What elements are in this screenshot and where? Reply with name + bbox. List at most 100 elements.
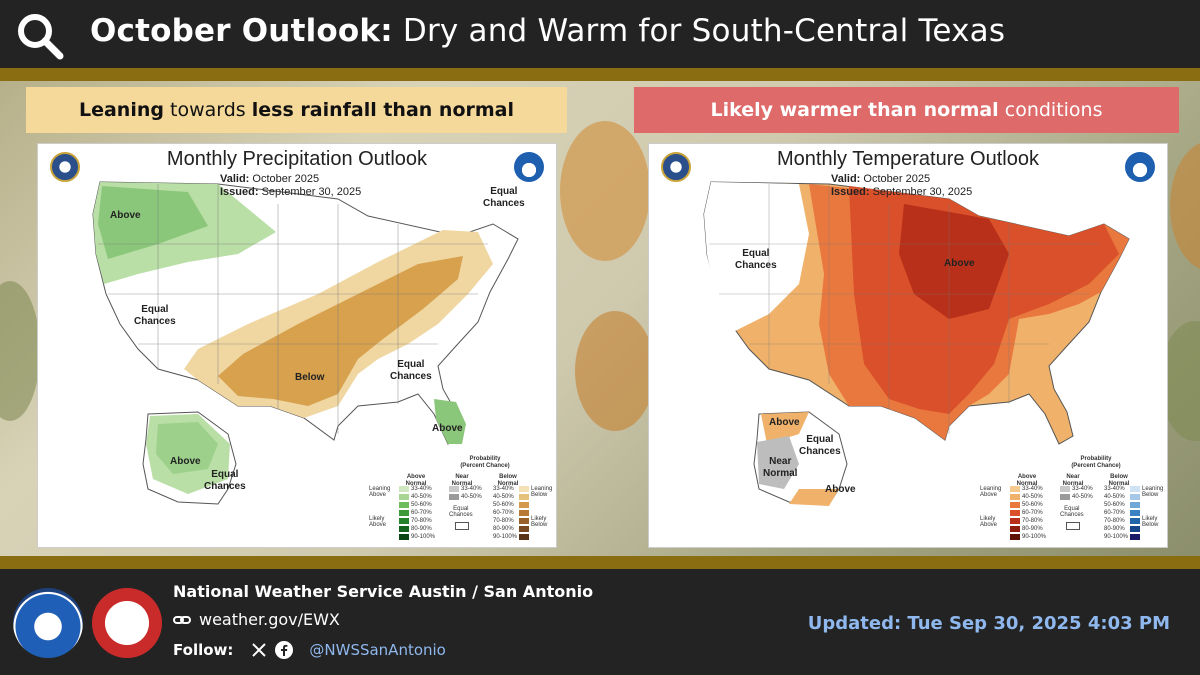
legend-likely-above: Likely Above <box>980 516 998 528</box>
precip-label-above-ak: Above <box>170 456 201 467</box>
legend-near-range-2: 40-50% <box>1072 494 1093 500</box>
precip-issued-label: Issued: <box>220 186 259 198</box>
legend-below-range-7: 90-100% <box>1104 534 1129 540</box>
legend-below-range-6: 80-90% <box>1104 526 1125 532</box>
legend-col-near: Near Normal <box>451 474 473 487</box>
temp-alaska-near <box>757 436 799 489</box>
commerce-seal-icon <box>50 152 80 182</box>
temp-banner-bold: Likely warmer than normal <box>710 99 999 121</box>
temp-label-equal-w: Equal Chances <box>735 248 777 271</box>
page-title: October Outlook: Dry and Warm for South-… <box>90 13 1005 49</box>
legend-range-2: 40-50% <box>411 494 432 500</box>
legend-range-7: 90-100% <box>411 534 436 540</box>
noaa-logo-icon <box>13 588 83 658</box>
temp-equal-west <box>704 182 809 334</box>
precip-label-equal-se: Equal Chances <box>390 359 432 382</box>
temp-map-dates: Valid: October 2025 Issued: September 30… <box>831 173 972 199</box>
temp-alaska-above-n <box>761 412 809 444</box>
temp-map-title: Monthly Temperature Outlook <box>777 148 1039 170</box>
legend-range-3: 50-60% <box>1022 502 1043 508</box>
search-icon <box>18 14 64 60</box>
precip-label-equal-w: Equal Chances <box>134 304 176 327</box>
precip-below-dark <box>218 256 463 406</box>
legend-leaning-above: Leaning Above <box>369 486 391 498</box>
legend-below-range-5: 70-80% <box>1104 518 1125 524</box>
page-title-rest: Dry and Warm for South-Central Texas <box>402 13 1006 49</box>
legend-below-range-2: 40-50% <box>1104 494 1125 500</box>
precip-banner-bold-2: less rainfall than normal <box>251 99 514 121</box>
legend-below-range-2: 40-50% <box>493 494 514 500</box>
precip-map-title: Monthly Precipitation Outlook <box>166 148 428 170</box>
link-icon <box>173 615 191 624</box>
legend-col-below: Below Normal <box>1108 474 1130 487</box>
temp-legend: Probability (Percent Chance) Above Norma… <box>976 456 1166 546</box>
legend-likely-below: Likely Below <box>1142 516 1159 528</box>
x-twitter-icon[interactable] <box>251 642 267 658</box>
legend-below-range-3: 50-60% <box>493 502 514 508</box>
precip-banner: Leaning towards less rainfall than norma… <box>26 87 567 133</box>
legend-below-range-1: 33-40% <box>493 486 514 492</box>
legend-range-6: 80-90% <box>411 526 432 532</box>
commerce-seal-icon <box>661 152 691 182</box>
legend-range-2: 40-50% <box>1022 494 1043 500</box>
temp-outlook-map: Monthly Temperature Outlook Valid: Octob… <box>648 143 1168 548</box>
legend-range-3: 50-60% <box>411 502 432 508</box>
temp-label-above-ak-s: Above <box>825 484 856 495</box>
legend-range-4: 60-70% <box>411 510 432 516</box>
social-handle[interactable]: @NWSSanAntonio <box>309 641 446 659</box>
legend-range-6: 80-90% <box>1022 526 1043 532</box>
office-name: National Weather Service Austin / San An… <box>173 582 594 601</box>
precip-label-equal-ak: Equal Chances <box>204 469 246 492</box>
temp-label-above-mw: Above <box>944 258 975 269</box>
temp-banner-text: conditions <box>998 99 1103 121</box>
temp-valid-value: October 2025 <box>863 173 931 185</box>
legend-below-range-6: 80-90% <box>493 526 514 532</box>
precip-map-graphic <box>92 181 519 505</box>
facebook-icon[interactable] <box>275 641 294 659</box>
precip-outlook-map: Monthly Precipitation Outlook Valid: Oct… <box>37 143 557 548</box>
legend-range-7: 90-100% <box>1022 534 1047 540</box>
precip-label-above-fl: Above <box>432 423 463 434</box>
precip-banner-bold-1: Leaning <box>78 99 164 121</box>
legend-range-5: 70-80% <box>411 518 432 524</box>
legend-near-range-1: 33-40% <box>461 486 482 492</box>
temp-banner: Likely warmer than normal conditions <box>634 87 1179 133</box>
precip-label-above-nw: Above <box>110 210 141 221</box>
legend-below-range-4: 60-70% <box>1104 510 1125 516</box>
precip-above-nw-core <box>98 186 208 259</box>
precip-above-ak-core <box>156 422 218 474</box>
temp-label-above-ak-n: Above <box>769 417 800 428</box>
website-text[interactable]: weather.gov/EWX <box>199 610 340 629</box>
legend-range-4: 60-70% <box>1022 510 1043 516</box>
legend-near-range-2: 40-50% <box>461 494 482 500</box>
nws-logo-icon <box>92 588 162 658</box>
legend-col-above: Above Normal <box>1016 474 1038 487</box>
temp-label-near-ak: Near Normal <box>763 456 798 479</box>
precip-label-below: Below <box>295 372 325 383</box>
precip-valid-value: October 2025 <box>252 173 320 185</box>
precip-valid-label: Valid: <box>220 173 250 185</box>
precip-map-dates: Valid: October 2025 Issued: September 30… <box>220 173 361 199</box>
legend-leaning-below: Leaning Below <box>1142 486 1164 498</box>
precip-legend: Probability (Percent Chance) Above Norma… <box>365 456 555 546</box>
legend-col-above: Above Normal <box>405 474 427 487</box>
legend-col-near: Near Normal <box>1062 474 1084 487</box>
precip-banner-text: towards <box>163 99 252 121</box>
temp-alaska-above-s <box>789 489 839 506</box>
precip-label-equal-ne: Equal Chances <box>483 186 525 209</box>
temp-above-70 <box>899 204 1009 319</box>
legend-equal-chances: Equal Chances <box>1060 506 1084 518</box>
follow-label: Follow: <box>173 641 234 659</box>
legend-range-1: 33-40% <box>411 486 432 492</box>
legend-likely-above: Likely Above <box>369 516 387 528</box>
legend-near-range-1: 33-40% <box>1072 486 1093 492</box>
website-link[interactable]: weather.gov/EWX <box>173 610 340 629</box>
legend-range-1: 33-40% <box>1022 486 1043 492</box>
bottom-divider <box>0 556 1200 569</box>
follow-row: Follow: @NWSSanAntonio <box>173 641 446 659</box>
legend-heading: Probability (Percent Chance) <box>460 456 510 469</box>
noaa-logo-icon <box>514 152 544 182</box>
legend-below-range-1: 33-40% <box>1104 486 1125 492</box>
legend-swatch-equal <box>1066 522 1080 530</box>
temp-issued-value: September 30, 2025 <box>872 186 973 198</box>
